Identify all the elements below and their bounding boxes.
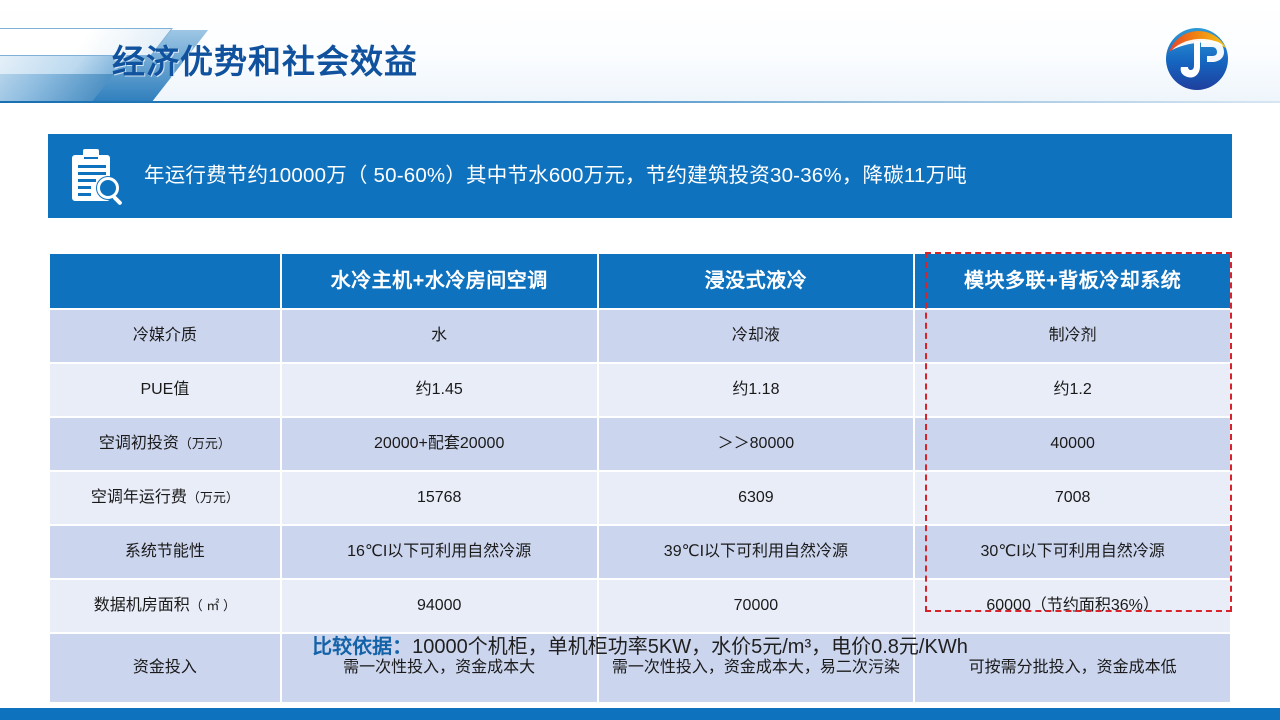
row-value-col-3: 60000（节约面积36%） bbox=[915, 580, 1230, 632]
row-label-text: 数据机房面积 bbox=[93, 596, 190, 614]
comparison-basis-text: 10000个机柜，单机柜功率5KW，水价5元/m³，电价0.8元/KWh bbox=[412, 636, 968, 658]
row-label-unit: （万元） bbox=[186, 489, 239, 505]
row-value-col-1: 水 bbox=[281, 310, 597, 362]
row-value-col-2: 70000 bbox=[598, 580, 914, 632]
table-row: PUE值 约1.45 约1.18 约1.2 bbox=[50, 364, 1230, 416]
row-label-text: 空调年运行费 bbox=[90, 488, 187, 506]
row-label: 冷媒介质 bbox=[50, 310, 280, 362]
row-label-text: 冷媒介质 bbox=[132, 326, 197, 344]
row-label-text: PUE值 bbox=[140, 380, 190, 398]
row-label-text: 资金投入 bbox=[132, 658, 197, 676]
row-value-col-1: 15768 bbox=[281, 472, 597, 524]
comparison-basis-label: 比较依据： bbox=[312, 636, 413, 658]
row-value-col-1: 16℃I以下可利用自然冷源 bbox=[281, 526, 597, 578]
row-value-col-2: 39℃I以下可利用自然冷源 bbox=[598, 526, 914, 578]
row-label-text: 系统节能性 bbox=[124, 542, 205, 560]
table-row: 数据机房面积（ ㎡ ） 94000 70000 60000（节约面积36%） bbox=[50, 580, 1230, 632]
row-label-unit: （ ㎡ ） bbox=[189, 597, 237, 613]
row-value-col-2: ＞＞80000 bbox=[598, 418, 914, 470]
row-value-col-3: 制冷剂 bbox=[915, 310, 1230, 362]
comparison-table: 水冷主机+水冷房间空调 浸没式液冷 模块多联+背板冷却系统 冷媒介质 水 冷却液… bbox=[48, 252, 1232, 704]
page-title: 经济优势和社会效益 bbox=[112, 43, 418, 80]
row-value-col-3: 40000 bbox=[915, 418, 1230, 470]
table-row: 冷媒介质 水 冷却液 制冷剂 bbox=[50, 310, 1230, 362]
table-row: 系统节能性 16℃I以下可利用自然冷源 39℃I以下可利用自然冷源 30℃I以下… bbox=[50, 526, 1230, 578]
row-value-col-1: 94000 bbox=[281, 580, 597, 632]
company-logo bbox=[1160, 22, 1234, 96]
table-corner-cell bbox=[50, 254, 280, 308]
table-body: 冷媒介质 水 冷却液 制冷剂 PUE值 约1.45 约1.18 约1.2 空调初… bbox=[50, 310, 1230, 702]
row-value-col-2: 6309 bbox=[598, 472, 914, 524]
table-row: 空调年运行费（万元） 15768 6309 7008 bbox=[50, 472, 1230, 524]
row-label: 空调初投资（万元） bbox=[50, 418, 280, 470]
row-label: 资金投入 bbox=[50, 634, 280, 702]
row-label: PUE值 bbox=[50, 364, 280, 416]
table-header-col-1: 水冷主机+水冷房间空调 bbox=[281, 254, 597, 308]
row-value-col-3: 可按需分批投入，资金成本低 bbox=[915, 634, 1230, 702]
summary-banner-text: 年运行费节约10000万（ 50-60%）其中节水600万元，节约建筑投资30-… bbox=[144, 163, 968, 187]
header-band bbox=[0, 0, 1280, 101]
footer-bar bbox=[0, 708, 1280, 720]
row-value-col-1: 需一次性投入，资金成本大 bbox=[281, 634, 597, 702]
row-label: 空调年运行费（万元） bbox=[50, 472, 280, 524]
table-header-col-3: 模块多联+背板冷却系统 bbox=[915, 254, 1230, 308]
table-row: 资金投入 需一次性投入，资金成本大 需一次性投入，资金成本大，易二次污染 可按需… bbox=[50, 634, 1230, 702]
row-value-col-3: 约1.2 bbox=[915, 364, 1230, 416]
row-value-col-2: 约1.18 bbox=[598, 364, 914, 416]
row-label: 系统节能性 bbox=[50, 526, 280, 578]
table-header-row: 水冷主机+水冷房间空调 浸没式液冷 模块多联+背板冷却系统 bbox=[50, 254, 1230, 308]
clipboard-search-icon bbox=[70, 147, 126, 205]
row-value-col-2: 需一次性投入，资金成本大，易二次污染 bbox=[598, 634, 914, 702]
row-value-col-1: 约1.45 bbox=[281, 364, 597, 416]
row-value-col-3: 30℃I以下可利用自然冷源 bbox=[915, 526, 1230, 578]
row-value-col-1: 20000+配套20000 bbox=[281, 418, 597, 470]
summary-banner: 年运行费节约10000万（ 50-60%）其中节水600万元，节约建筑投资30-… bbox=[48, 134, 1232, 218]
row-value-col-2: 冷却液 bbox=[598, 310, 914, 362]
row-label-text: 空调初投资 bbox=[98, 434, 179, 452]
table-row: 空调初投资（万元） 20000+配套20000 ＞＞80000 40000 bbox=[50, 418, 1230, 470]
row-label-unit: （万元） bbox=[178, 435, 231, 451]
table-header-col-2: 浸没式液冷 bbox=[598, 254, 914, 308]
row-label: 数据机房面积（ ㎡ ） bbox=[50, 580, 280, 632]
row-value-col-3: 7008 bbox=[915, 472, 1230, 524]
header-rule bbox=[0, 101, 1280, 103]
comparison-basis-note: 比较依据：10000个机柜，单机柜功率5KW，水价5元/m³，电价0.8元/KW… bbox=[0, 630, 1280, 659]
